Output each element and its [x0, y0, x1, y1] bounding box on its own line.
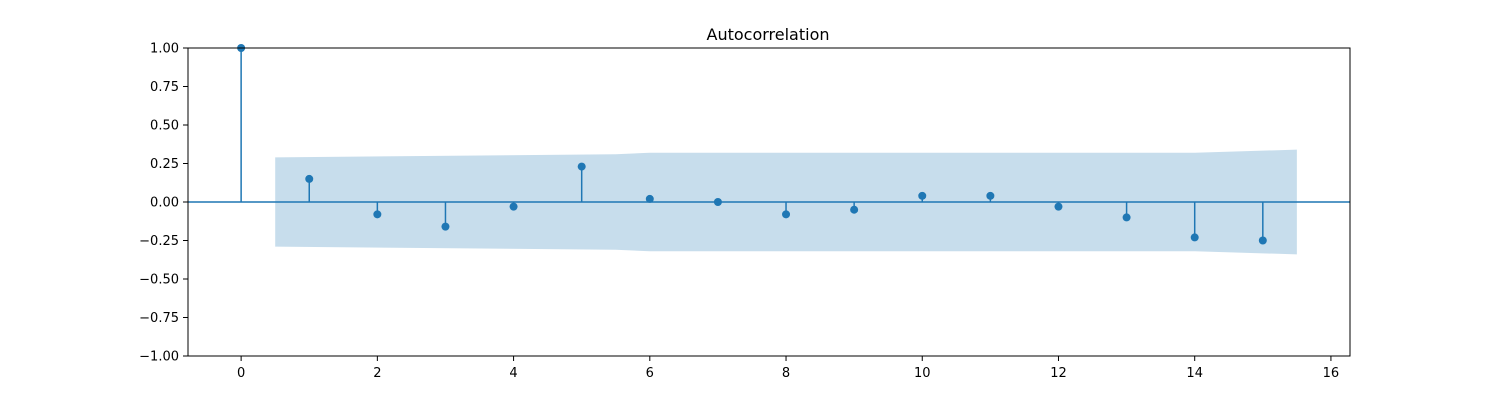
x-tick-label: 6	[646, 366, 654, 381]
x-tick-label: 10	[914, 366, 931, 381]
y-tick-label: −0.25	[139, 234, 179, 249]
x-tick-label: 8	[782, 366, 790, 381]
y-tick-label: 0.00	[150, 196, 179, 211]
y-tick-label: 0.25	[150, 157, 179, 172]
stem-marker	[782, 210, 791, 219]
x-tick-label: 2	[373, 366, 381, 381]
y-tick-label: 0.75	[150, 80, 179, 95]
stem-marker	[441, 222, 450, 231]
stem-marker	[986, 191, 995, 200]
stem-marker	[850, 205, 859, 214]
stem-marker	[1122, 213, 1131, 222]
x-tick-label: 16	[1323, 366, 1340, 381]
x-tick-label: 14	[1186, 366, 1203, 381]
stem-marker	[645, 194, 654, 203]
stem-marker	[509, 202, 518, 211]
y-tick-label: −0.75	[139, 311, 179, 326]
stem-marker	[918, 191, 927, 200]
y-tick-label: −1.00	[139, 350, 179, 365]
plot-area: 0 2 4 6 8 10 12 14 16 −1.00 −0.75 −0.50 −0.25 0.00 0.2…	[139, 42, 1351, 381]
stem-marker	[577, 162, 586, 171]
stem-marker	[1258, 236, 1267, 245]
stem-marker	[1054, 202, 1063, 211]
y-tick-label: 0.50	[150, 119, 179, 134]
stem-marker	[1190, 233, 1199, 242]
y-tick-label: −0.50	[139, 273, 179, 288]
stem-marker	[373, 210, 382, 219]
stem-marker	[713, 198, 722, 206]
stem-marker	[305, 174, 314, 183]
y-tick-label: 1.00	[150, 42, 179, 57]
x-tick-label: 4	[509, 366, 517, 381]
x-tick-label: 0	[237, 366, 245, 381]
x-tick-label: 12	[1050, 366, 1067, 381]
chart-title: Autocorrelation	[707, 25, 830, 44]
